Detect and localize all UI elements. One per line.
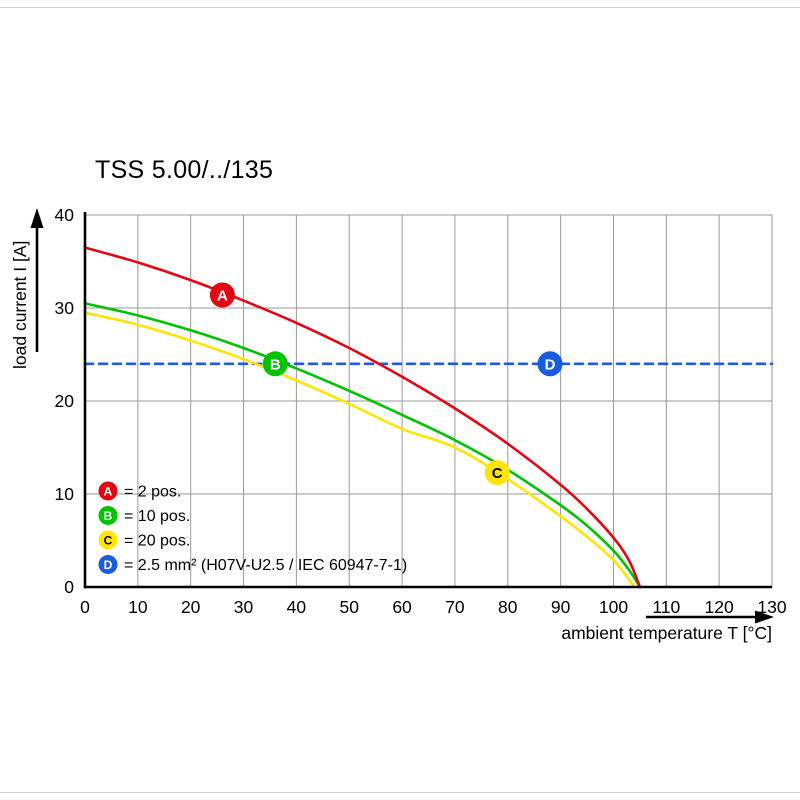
curve-C [83, 311, 636, 589]
legend-letter-A: A [104, 485, 113, 499]
x-tick-label: 70 [445, 597, 465, 617]
curve-A [83, 246, 642, 589]
curve-B [83, 302, 642, 589]
y-tick-label: 20 [55, 391, 75, 411]
x-axis-arrow-head [755, 610, 774, 624]
legend-letter-D: D [104, 558, 113, 572]
marker-letter-B: B [270, 356, 281, 373]
marker-B [262, 351, 288, 377]
chart-title: TSS 5.00/../135 [95, 156, 274, 184]
marker-letter-A: A [217, 287, 228, 304]
x-tick-label: 80 [498, 597, 518, 617]
marker-letter-C: C [492, 465, 503, 482]
legend-swatch-D [98, 555, 118, 574]
y-tick-label: 10 [55, 484, 75, 504]
frame-border-bottom [0, 792, 800, 793]
x-tick-label: 130 [757, 597, 786, 617]
legend-letter-B: B [104, 509, 113, 523]
legend-label-C: = 20 pos. [124, 533, 190, 550]
marker-A [209, 282, 235, 308]
x-tick-label: 60 [392, 597, 412, 617]
legend-swatch-B [98, 506, 118, 525]
x-tick-label: 30 [234, 597, 254, 617]
x-tick-label: 50 [339, 597, 359, 617]
legend-label-A: = 2 pos. [124, 484, 181, 501]
x-tick-label: 40 [287, 597, 307, 617]
x-tick-label: 0 [80, 597, 90, 617]
x-tick-label: 110 [652, 597, 680, 617]
legend-swatch-A [98, 481, 118, 501]
legend-label-B: = 10 pos. [124, 508, 190, 525]
y-tick-label: 30 [55, 298, 75, 318]
frame-border-top [0, 7, 800, 8]
marker-letter-D: D [545, 356, 556, 373]
y-axis-arrow-head [30, 208, 44, 228]
marker-C [484, 460, 510, 486]
x-tick-label: 20 [181, 597, 201, 617]
legend-swatch-C [98, 530, 118, 550]
y-tick-label: 0 [64, 577, 74, 597]
y-tick-label: 40 [55, 205, 75, 225]
x-tick-label: 120 [705, 597, 734, 617]
x-tick-label: 90 [551, 597, 571, 617]
x-tick-label: 100 [599, 597, 628, 617]
marker-D [537, 351, 563, 377]
x-tick-label: 10 [128, 597, 148, 617]
legend-letter-C: C [104, 534, 113, 548]
legend-label-D: = 2.5 mm² (H07V-U2.5 / IEC 60947-7-1) [124, 557, 407, 574]
x-axis-label: ambient temperature T [°C] [561, 623, 772, 643]
